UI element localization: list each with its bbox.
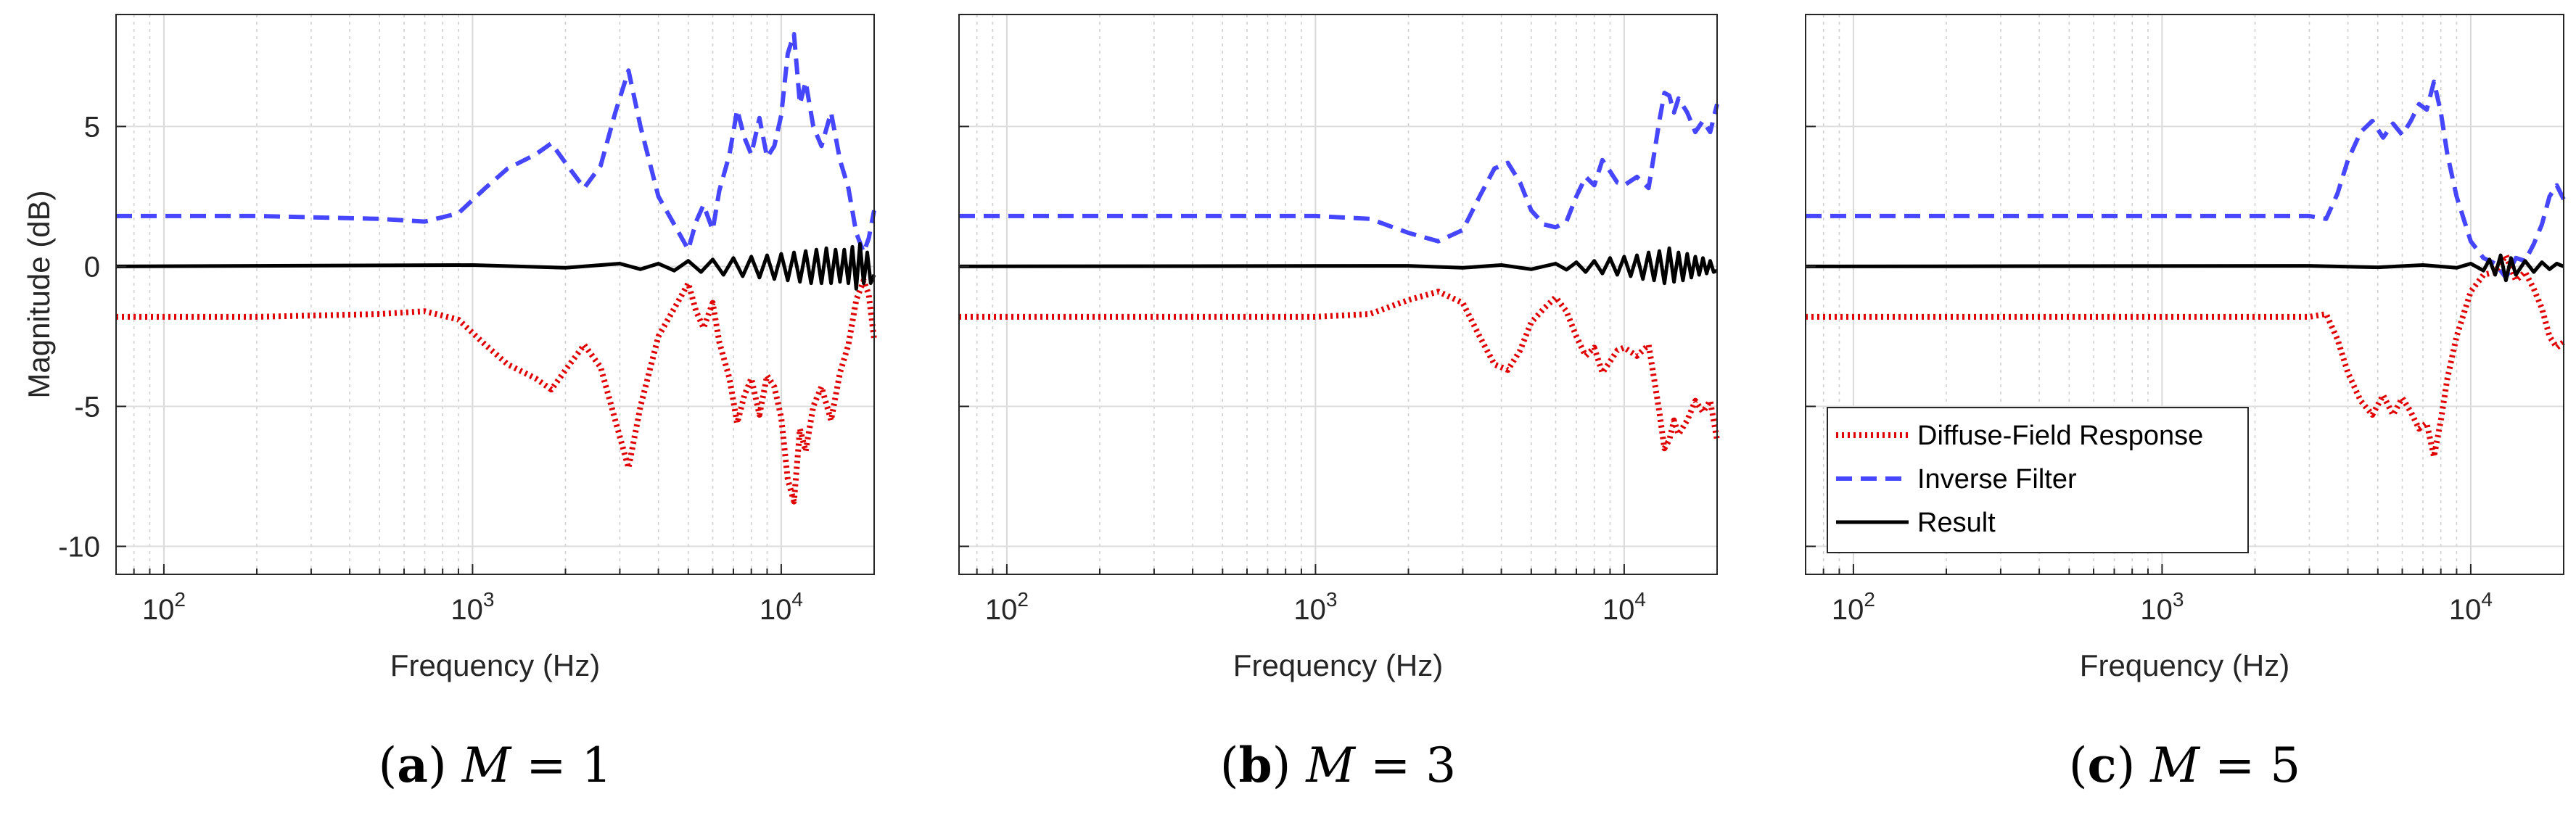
panel-a-ylabel: Magnitude (dB) (22, 190, 56, 398)
panel-c-caption-label: c (2087, 737, 2116, 793)
legend-label-result: Result (1917, 508, 1996, 538)
panel-b-caption-var: M (1305, 738, 1356, 793)
x-tick-label: 103 (1293, 588, 1337, 626)
panel-a-caption-eq: = 1 (526, 738, 612, 793)
panel-a: 102 103 104 5 0 -5 -10 Frequency (Hz) Magnitu… (22, 14, 877, 793)
series-inverse-filter (116, 32, 876, 255)
legend-label-inverse: Inverse Filter (1917, 464, 2077, 495)
x-tick-label: 102 (1832, 588, 1875, 626)
panel-b-series (958, 91, 1720, 452)
y-tick-label: -5 (74, 391, 100, 423)
x-tick-label: 103 (2140, 588, 2184, 626)
x-tick-label: 104 (760, 588, 803, 626)
x-tick-label: 104 (1602, 588, 1646, 626)
panel-c-yticks (1806, 125, 1816, 548)
panel-a-xticks: 102 103 104 (115, 564, 875, 626)
panel-c-caption-eq: = 5 (2215, 738, 2300, 793)
panel-c-xticks: 102 103 104 (1805, 564, 2564, 626)
panel-a-grid (115, 15, 875, 574)
y-tick-label: 0 (84, 251, 100, 283)
panel-b-caption-label: b (1239, 737, 1272, 793)
panel-c-caption-var: M (2149, 738, 2200, 793)
y-tick-label: -10 (58, 531, 100, 563)
panel-a-xlabel: Frequency (Hz) (390, 648, 600, 682)
panel-a-caption: (a) M = 1 (378, 737, 612, 793)
panel-c: 102 103 104 Frequency (Hz) Diffuse-Field R… (1805, 14, 2566, 793)
panel-b-xlabel: Frequency (Hz) (1233, 648, 1443, 682)
panel-b-yticks (959, 125, 969, 548)
panel-b-xticks: 102 103 104 (958, 564, 1718, 626)
panel-c-axes-frame (1805, 14, 2564, 575)
series-inverse-filter (1806, 79, 2566, 280)
panel-b-grid (958, 15, 1718, 574)
panel-c-legend: Diffuse-Field Response Inverse Filter Re… (1827, 407, 2249, 553)
series-inverse-filter (959, 91, 1719, 244)
panel-c-series (1805, 79, 2566, 460)
series-result (1805, 253, 2564, 283)
panel-a-caption-label: a (397, 737, 428, 793)
panel-c-xlabel: Frequency (Hz) (2080, 648, 2289, 682)
series-diffuse-field-response (116, 277, 877, 505)
legend-box (1827, 407, 2249, 553)
x-tick-label: 102 (142, 588, 186, 626)
panel-b-caption-eq: = 3 (1370, 738, 1456, 793)
x-tick-label: 103 (450, 588, 494, 626)
panel-a-series (115, 32, 877, 505)
legend-label-diffuse: Diffuse-Field Response (1917, 421, 2203, 451)
panel-b-caption: (b) M = 3 (1220, 737, 1457, 793)
series-result (958, 246, 1718, 286)
panel-a-yticks: 5 0 -5 -10 (58, 111, 126, 563)
panel-b-axes-frame (958, 14, 1718, 575)
panel-a-caption-var: M (461, 738, 512, 793)
series-diffuse-field-response (959, 289, 1720, 452)
y-tick-label: 5 (84, 111, 100, 143)
panel-c-caption: (c) M = 5 (2069, 737, 2301, 793)
panel-b: 102 103 104 Frequency (Hz) (b) M = 3 (958, 14, 1720, 793)
x-tick-label: 104 (2449, 588, 2493, 626)
panel-a-axes-frame (115, 14, 875, 575)
x-tick-label: 102 (985, 588, 1029, 626)
series-result (115, 242, 876, 291)
